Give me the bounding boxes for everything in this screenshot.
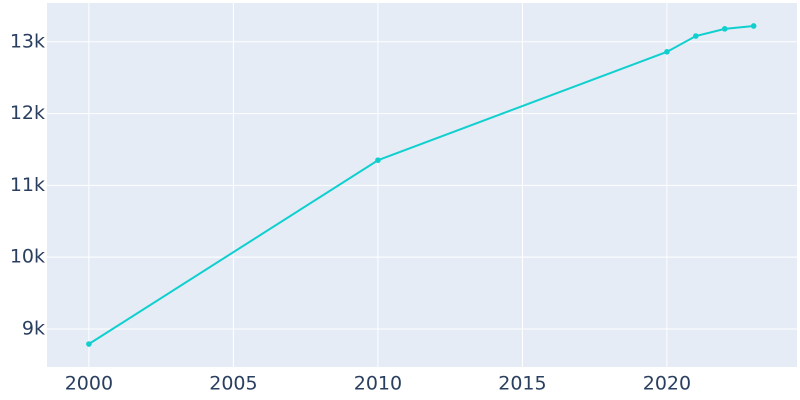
y-tick-label: 9k (22, 317, 45, 339)
point (86, 341, 92, 347)
y-tick-label: 12k (10, 102, 45, 124)
point (375, 157, 381, 164)
x-tick-label: 2000 (65, 373, 113, 395)
x-tick-label: 2015 (498, 373, 546, 395)
y-tick-label: 13k (10, 30, 45, 52)
point (664, 49, 670, 55)
y-tick-label: 10k (10, 246, 45, 268)
point (721, 26, 728, 32)
line (88, 24, 754, 345)
point (693, 33, 699, 39)
x-tick-label: 2020 (643, 373, 691, 395)
y-tick-label: 11k (10, 174, 45, 196)
x-tick-label: 2005 (209, 373, 257, 395)
x-tick-label: 2010 (354, 373, 402, 395)
point (750, 23, 757, 29)
